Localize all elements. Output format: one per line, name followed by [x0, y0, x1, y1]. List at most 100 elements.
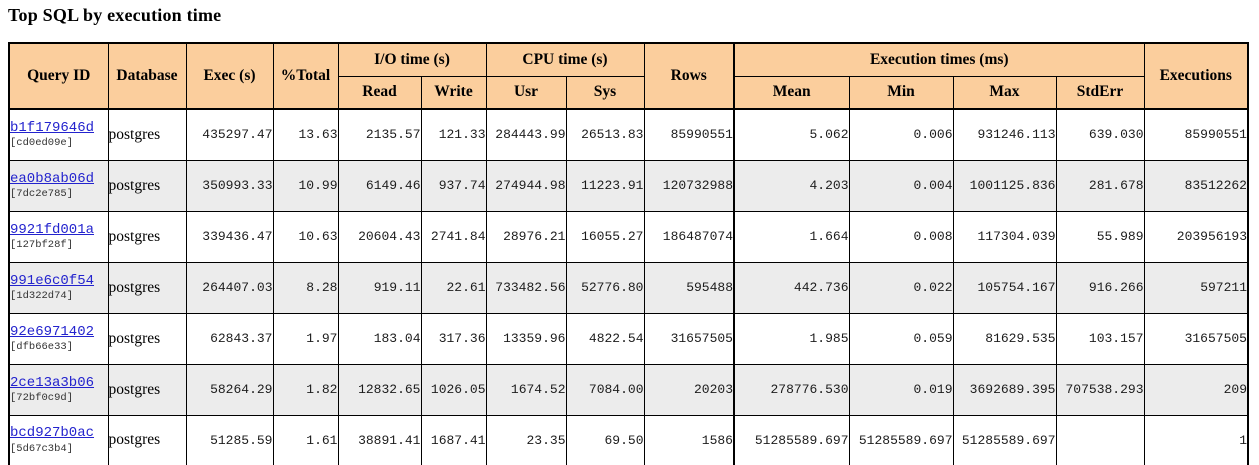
max-cell: 117304.039 [952, 210, 1057, 263]
rows-cell: 31657505 [643, 312, 735, 365]
rows-cell: 1586 [643, 414, 735, 465]
rows-cell: 595488 [643, 261, 735, 314]
min-cell: 51285589.697 [848, 414, 954, 465]
query-id-cell: 991e6c0f54 [1d322d74] [8, 261, 109, 314]
query-id-link[interactable]: 991e6c0f54 [10, 272, 95, 289]
io-write-cell: 1687.41 [420, 414, 487, 465]
executions-cell: 83512262 [1143, 159, 1249, 212]
database-cell: postgres [107, 261, 187, 314]
col-group-cpu-time: CPU time (s) [485, 42, 645, 77]
database-cell: postgres [107, 312, 187, 365]
query-id-link[interactable]: bcd927b0ac [10, 425, 95, 442]
query-id-link[interactable]: 2ce13a3b06 [10, 374, 95, 391]
table-row: 2ce13a3b06 [72bf0c9d] postgres 58264.29 … [8, 363, 1249, 416]
query-id-link[interactable]: b1f179646d [10, 119, 95, 136]
page-title: Top SQL by execution time [8, 5, 222, 25]
database-cell: postgres [107, 210, 187, 263]
query-hash: [1d322d74] [10, 289, 74, 302]
cpu-sys-cell: 16055.27 [565, 210, 645, 263]
query-id-link[interactable]: ea0b8ab06d [10, 170, 95, 187]
database-cell: postgres [107, 159, 187, 212]
pct-total-cell: 13.63 [272, 108, 339, 161]
query-id-cell: 9921fd001a [127bf28f] [8, 210, 109, 263]
exec-s-cell: 51285.59 [185, 414, 274, 465]
mean-cell: 4.203 [733, 159, 850, 212]
min-cell: 0.006 [848, 108, 954, 161]
io-write-cell: 1026.05 [420, 363, 487, 416]
stderr-cell [1055, 414, 1145, 465]
cpu-sys-cell: 52776.80 [565, 261, 645, 314]
io-write-cell: 937.74 [420, 159, 487, 212]
table-row: 9921fd001a [127bf28f] postgres 339436.47… [8, 210, 1249, 263]
query-id-cell: 2ce13a3b06 [72bf0c9d] [8, 363, 109, 416]
max-cell: 51285589.697 [952, 414, 1057, 465]
io-read-cell: 6149.46 [337, 159, 422, 212]
exec-s-cell: 58264.29 [185, 363, 274, 416]
min-cell: 0.059 [848, 312, 954, 365]
query-id-cell: ea0b8ab06d [7dc2e785] [8, 159, 109, 212]
query-id-link[interactable]: 92e6971402 [10, 323, 95, 340]
header-row-groups: Query ID Database Exec (s) %Total I/O ti… [8, 42, 1249, 110]
table-header: Query ID Database Exec (s) %Total I/O ti… [8, 42, 1249, 110]
io-read-cell: 12832.65 [337, 363, 422, 416]
min-cell: 0.022 [848, 261, 954, 314]
table-row: 92e6971402 [dfb66e33] postgres 62843.37 … [8, 312, 1249, 365]
col-group-io-time: I/O time (s) [337, 42, 487, 77]
cpu-sys-cell: 7084.00 [565, 363, 645, 416]
query-id-link[interactable]: 9921fd001a [10, 221, 95, 238]
pct-total-cell: 1.97 [272, 312, 339, 365]
min-cell: 0.004 [848, 159, 954, 212]
cpu-sys-cell: 11223.91 [565, 159, 645, 212]
col-header-min: Min [848, 75, 954, 110]
exec-s-cell: 62843.37 [185, 312, 274, 365]
stderr-cell: 281.678 [1055, 159, 1145, 212]
query-hash: [127bf28f] [10, 238, 74, 251]
max-cell: 931246.113 [952, 108, 1057, 161]
col-header-query-id: Query ID [8, 42, 109, 110]
database-cell: postgres [107, 414, 187, 465]
executions-cell: 209 [1143, 363, 1249, 416]
col-group-execution-times: Execution times (ms) [733, 42, 1145, 77]
query-hash: [7dc2e785] [10, 187, 74, 200]
executions-cell: 203956193 [1143, 210, 1249, 263]
cpu-usr-cell: 28976.21 [485, 210, 567, 263]
query-id-cell: bcd927b0ac [5d67c3b4] [8, 414, 109, 465]
io-write-cell: 2741.84 [420, 210, 487, 263]
query-hash: [5d67c3b4] [10, 442, 74, 455]
io-read-cell: 919.11 [337, 261, 422, 314]
rows-cell: 186487074 [643, 210, 735, 263]
col-header-rows: Rows [643, 42, 735, 110]
col-header-io-write: Write [420, 75, 487, 110]
database-cell: postgres [107, 363, 187, 416]
table-row: ea0b8ab06d [7dc2e785] postgres 350993.33… [8, 159, 1249, 212]
col-header-mean: Mean [733, 75, 850, 110]
header-row-subcolumns: Read Write Usr Sys Mean Min Max StdErr [9, 75, 1248, 110]
query-hash: [dfb66e33] [10, 340, 74, 353]
stderr-cell: 916.266 [1055, 261, 1145, 314]
io-write-cell: 317.36 [420, 312, 487, 365]
col-header-executions: Executions [1143, 42, 1249, 110]
io-read-cell: 2135.57 [337, 108, 422, 161]
mean-cell: 1.664 [733, 210, 850, 263]
executions-cell: 597211 [1143, 261, 1249, 314]
col-header-cpu-sys: Sys [565, 75, 645, 110]
io-write-cell: 22.61 [420, 261, 487, 314]
query-hash: [cd0ed09e] [10, 137, 74, 150]
pct-total-cell: 8.28 [272, 261, 339, 314]
query-id-cell: 92e6971402 [dfb66e33] [8, 312, 109, 365]
exec-s-cell: 264407.03 [185, 261, 274, 314]
stderr-cell: 707538.293 [1055, 363, 1145, 416]
cpu-usr-cell: 733482.56 [485, 261, 567, 314]
stderr-cell: 55.989 [1055, 210, 1145, 263]
pct-total-cell: 10.63 [272, 210, 339, 263]
mean-cell: 51285589.697 [733, 414, 850, 465]
max-cell: 1001125.836 [952, 159, 1057, 212]
table-body: b1f179646d [cd0ed09e] postgres 435297.47… [8, 108, 1249, 465]
query-id-cell: b1f179646d [cd0ed09e] [8, 108, 109, 161]
mean-cell: 442.736 [733, 261, 850, 314]
database-cell: postgres [107, 108, 187, 161]
top-sql-table: Query ID Database Exec (s) %Total I/O ti… [8, 42, 1249, 465]
cpu-sys-cell: 26513.83 [565, 108, 645, 161]
max-cell: 81629.535 [952, 312, 1057, 365]
io-read-cell: 38891.41 [337, 414, 422, 465]
